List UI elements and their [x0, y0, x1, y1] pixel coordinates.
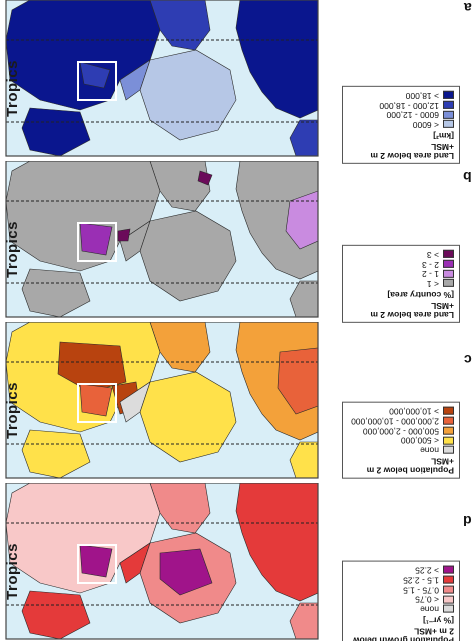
legend-d: Population growth below 2 m +MSL [% yr⁻¹…	[342, 561, 460, 641]
legend-entry: 500,000 - 2,000,000	[348, 426, 454, 436]
panel-a: Tropics a Land area below 2 m +MSL [km²]…	[0, 0, 474, 164]
legend-unit: [% yr⁻¹]	[423, 615, 454, 626]
legend-swatch	[443, 279, 454, 288]
tropics-label: Tropics	[4, 221, 21, 278]
inset-box-a	[77, 61, 117, 101]
southeast-asia	[79, 544, 113, 578]
legend-entry: 1 - 2	[348, 269, 454, 279]
southeast-asia	[79, 383, 113, 417]
legend-swatch	[443, 426, 454, 435]
continents-a	[5, 0, 319, 157]
africa	[139, 371, 237, 463]
legend-entry: < 1	[348, 278, 454, 289]
china	[57, 341, 127, 393]
legend-swatch	[443, 406, 454, 415]
bangladesh	[117, 228, 131, 242]
legend-entry: < 6000	[348, 119, 454, 130]
panel-letter-b: b	[463, 169, 472, 185]
map-c	[5, 322, 319, 479]
map-b	[5, 161, 319, 318]
panel-c: Tropics c Population below 2 m +MSL none…	[0, 322, 474, 480]
legend-title: Land area below 2 m +MSL	[370, 141, 454, 161]
legend-entry: 6000 - 12,000	[348, 110, 454, 120]
legend-entry: 1.5 - 2.25	[348, 575, 454, 586]
legend-swatch	[443, 269, 454, 278]
legend-a: Land area below 2 m +MSL [km²] < 6000 60…	[342, 86, 460, 164]
netherlands	[197, 170, 213, 186]
africa	[139, 210, 237, 302]
inset-box-b	[77, 222, 117, 262]
legend-entry: 2,000,000 - 10,000,000	[348, 416, 454, 427]
legend-swatch	[443, 565, 454, 574]
legend-entry: 2 - 3	[348, 259, 454, 270]
legend-entry: > 10,000,000	[348, 406, 454, 417]
arabia	[119, 59, 151, 101]
legend-swatch	[443, 259, 454, 268]
arabia	[119, 542, 151, 584]
legend-unit: [% country area]	[387, 289, 454, 300]
legend-entry: 12,000 - 18,000	[348, 100, 454, 111]
legend-entry: none	[348, 604, 454, 615]
legend-entry: > 18,000	[348, 90, 454, 101]
legend-swatch	[443, 604, 454, 613]
tropics-label: Tropics	[4, 543, 21, 600]
map-d	[5, 483, 319, 640]
legend-swatch	[443, 436, 454, 445]
panel-b: Tropics b Land area below 2 m +MSL [% co…	[0, 161, 474, 323]
panel-letter-a: a	[464, 0, 472, 16]
panel-letter-d: d	[463, 513, 472, 529]
legend-entry: 0.75 - 1.5	[348, 585, 454, 595]
africa	[139, 49, 237, 141]
continents-b	[5, 161, 319, 318]
legend-title: Population growth below 2 m +MSL	[352, 626, 454, 641]
usa	[277, 347, 319, 415]
continents-c	[5, 322, 319, 479]
legend-c: Population below 2 m +MSL none < 500,000…	[342, 402, 460, 479]
map-a	[5, 0, 319, 157]
indonesia	[79, 61, 111, 89]
legend-entry: > 2.25	[348, 565, 454, 576]
legend-swatch	[443, 110, 454, 119]
tropics-label: Tropics	[4, 60, 21, 117]
panel-letter-c: c	[464, 352, 472, 368]
legend-unit: [km²]	[433, 130, 454, 141]
inset-box-d	[77, 544, 117, 584]
panel-d: Tropics d Population growth below 2 m +M…	[0, 483, 474, 641]
legend-title: Population below 2 m +MSL	[366, 456, 454, 476]
continents-d	[5, 483, 319, 640]
legend-b: Land area below 2 m +MSL [% country area…	[342, 245, 460, 323]
legend-swatch	[443, 575, 454, 584]
legend-swatch	[443, 100, 454, 109]
legend-title: Land area below 2 m +MSL	[370, 300, 454, 320]
legend-swatch	[443, 90, 454, 99]
southeast-asia	[79, 222, 113, 256]
legend-swatch	[443, 585, 454, 594]
arabia	[119, 220, 151, 262]
central-africa	[159, 548, 213, 596]
legend-swatch	[443, 595, 454, 604]
legend-swatch	[443, 249, 454, 258]
us-coast	[285, 190, 319, 250]
legend-entry: > 3	[348, 249, 454, 260]
legend-entry: < 0.75	[348, 594, 454, 605]
legend-swatch	[443, 120, 454, 129]
inset-box-c	[77, 383, 117, 423]
arabia	[119, 381, 151, 423]
legend-entry: < 500,000	[348, 435, 454, 446]
legend-swatch	[443, 416, 454, 425]
legend-swatch	[443, 445, 454, 454]
legend-entry: none	[348, 445, 454, 456]
tropics-label: Tropics	[4, 382, 21, 439]
